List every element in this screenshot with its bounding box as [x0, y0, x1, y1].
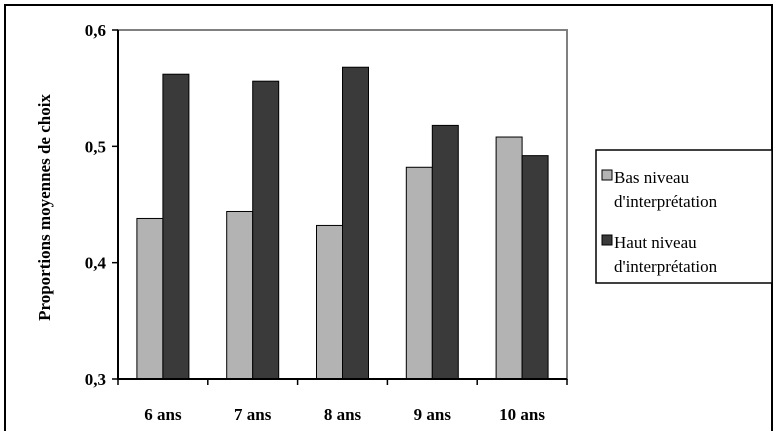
y-axis-title: Proportions moyennes de choix — [35, 94, 54, 321]
legend-box — [595, 149, 773, 284]
bar-haut-niveau — [252, 80, 280, 380]
legend-swatch-bas-niveau — [601, 169, 613, 181]
y-tick-label: 0,4 — [85, 254, 107, 273]
y-tick-label: 0,6 — [85, 21, 106, 40]
bar-bas-niveau — [316, 224, 343, 380]
bar-haut-niveau — [162, 73, 190, 380]
x-category-label: 8 ans — [324, 405, 362, 424]
x-category-label: 10 ans — [499, 405, 545, 424]
bar-bas-niveau — [405, 166, 433, 380]
legend-swatch-haut-niveau — [601, 234, 613, 246]
y-tick-label: 0,3 — [85, 370, 106, 389]
bar-bas-niveau — [495, 136, 523, 380]
legend-label-bas-niveau-line1: Bas niveau — [614, 168, 690, 187]
bar-bas-niveau — [136, 217, 164, 380]
bar-haut-niveau — [342, 66, 369, 380]
bar-haut-niveau — [521, 155, 549, 380]
legend-label-haut-niveau-line1: Haut niveau — [614, 233, 697, 252]
y-tick-label: 0,5 — [85, 137, 106, 156]
bar-haut-niveau — [431, 124, 459, 380]
legend-label-bas-niveau-line2: d'interprétation — [614, 192, 718, 211]
bar-bas-niveau — [226, 210, 254, 380]
x-category-label: 6 ans — [144, 405, 182, 424]
legend-label-haut-niveau-line2: d'interprétation — [614, 257, 718, 276]
x-category-label: 7 ans — [234, 405, 272, 424]
x-category-label: 9 ans — [414, 405, 452, 424]
